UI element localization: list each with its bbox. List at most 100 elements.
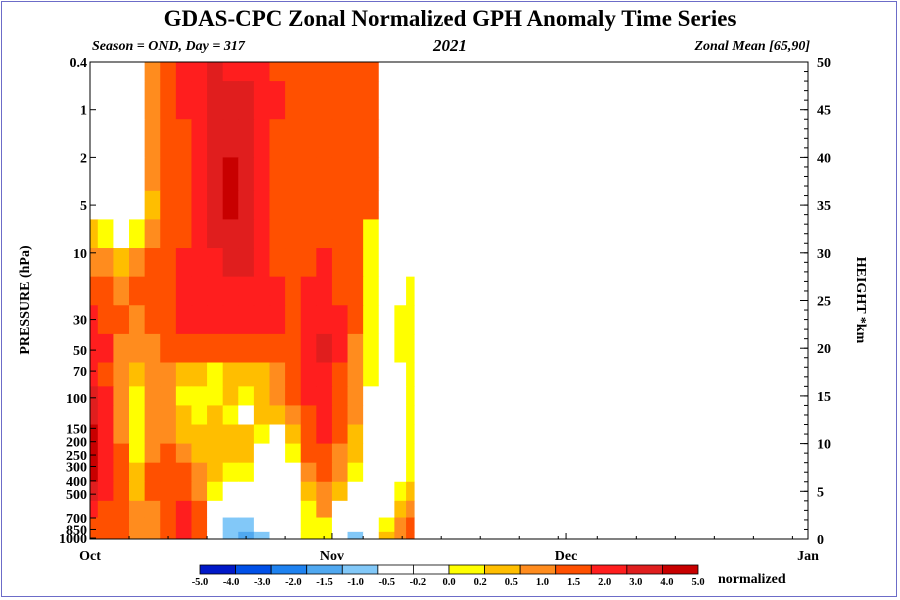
heatmap-cell: [285, 362, 302, 387]
heatmap-cell: [144, 462, 161, 483]
heatmap-cell: [207, 481, 224, 502]
heatmap-cell: [222, 531, 239, 539]
heatmap-cell: [144, 81, 161, 120]
heatmap-cell: [238, 248, 255, 278]
heatmap-cell: [222, 362, 239, 387]
heatmap-cell: [253, 481, 271, 502]
heatmap-cell: [285, 248, 302, 278]
heatmap-cell: [238, 219, 255, 249]
heatmap-cell: [300, 481, 317, 502]
heatmap-cell: [238, 405, 255, 426]
heatmap-cell: [363, 481, 380, 502]
heatmap-cell: [394, 219, 407, 249]
heatmap-cell: [406, 62, 415, 82]
heatmap-cell: [90, 157, 99, 192]
heatmap-cell: [269, 305, 286, 335]
heatmap-cell: [300, 500, 317, 519]
heatmap-cell: [347, 119, 364, 158]
heatmap-cell: [394, 362, 407, 387]
heatmap-cell: [97, 362, 115, 387]
colorbar-level-label: 3.0: [629, 577, 642, 588]
heatmap-cell: [269, 190, 286, 221]
pressure-tick-label: 30: [73, 314, 87, 329]
heatmap-cell: [90, 119, 99, 158]
heatmap-cell: [113, 443, 130, 464]
heatmap-cell: [347, 81, 364, 120]
heatmap-cell: [378, 157, 395, 192]
heatmap-cell: [316, 81, 333, 120]
heatmap-cell: [331, 276, 349, 306]
heatmap-cell: [144, 119, 161, 158]
pressure-tick-label: 250: [66, 449, 87, 464]
heatmap-cell: [347, 157, 364, 192]
heatmap-cell: [253, 517, 271, 533]
heatmap-cell: [97, 443, 115, 464]
heatmap-cell: [316, 362, 333, 387]
heatmap-cell: [207, 531, 224, 539]
subtitle-zonal-mean: Zonal Mean [65,90]: [694, 39, 811, 54]
heatmap-cell: [331, 500, 349, 519]
colorbar-level-label: -1.5: [316, 577, 333, 588]
heatmap-cell: [394, 248, 407, 278]
heatmap-cell: [238, 333, 255, 364]
colorbar-swatch: [235, 564, 272, 575]
heatmap-cell: [406, 248, 415, 278]
heatmap-cell: [222, 386, 239, 407]
heatmap-cell: [394, 481, 407, 502]
heatmap-cell: [253, 531, 271, 539]
heatmap-cell: [113, 119, 130, 158]
heatmap-cell: [316, 443, 333, 464]
heatmap-cell: [129, 81, 146, 120]
heatmap-cell: [316, 305, 333, 335]
heatmap-cell: [378, 405, 395, 426]
heatmap-cell: [285, 219, 302, 249]
height-tick-label: 30: [817, 247, 831, 262]
heatmap-cell: [113, 81, 130, 120]
colorbar-swatch: [306, 564, 343, 575]
colorbar-level-label: 4.0: [660, 577, 673, 588]
heatmap-cell: [394, 500, 407, 519]
heatmap-cell: [347, 276, 364, 306]
heatmap-cell: [300, 517, 317, 533]
pressure-tick-label: 50: [73, 344, 87, 359]
heatmap-cell: [253, 462, 271, 483]
heatmap-cell: [316, 119, 333, 158]
heatmap-cell: [90, 333, 99, 364]
colorbar-level-label: 1.0: [536, 577, 549, 588]
heatmap-cell: [207, 190, 224, 221]
heatmap-cell: [331, 333, 349, 364]
heatmap-cell: [269, 333, 286, 364]
heatmap-cell: [406, 531, 415, 539]
chart-title: GDAS-CPC Zonal Normalized GPH Anomaly Ti…: [163, 6, 737, 31]
heatmap-cell: [175, 462, 193, 483]
heatmap-cell: [90, 276, 99, 306]
heatmap-cell: [316, 462, 333, 483]
heatmap-cell: [331, 362, 349, 387]
heatmap-cell: [300, 386, 317, 407]
heatmap-cell: [363, 219, 380, 249]
heatmap-cell: [222, 248, 239, 278]
heatmap-cell: [129, 333, 146, 364]
heatmap-cell: [191, 517, 208, 533]
heatmap-cell: [285, 276, 302, 306]
heatmap-cell: [222, 443, 239, 464]
colorbar-level-label: 0.2: [474, 577, 487, 588]
pressure-tick-label: 700: [66, 512, 87, 527]
anomaly-field: [90, 62, 415, 539]
heatmap-cell: [269, 424, 286, 445]
colorbar-level-label: -3.0: [254, 577, 271, 588]
heatmap-cell: [406, 462, 415, 483]
heatmap-cell: [191, 190, 208, 221]
heatmap-cell: [175, 219, 193, 249]
heatmap-cell: [269, 248, 286, 278]
heatmap-cell: [253, 219, 271, 249]
heatmap-cell: [253, 276, 271, 306]
heatmap-cell: [160, 276, 177, 306]
heatmap-cell: [331, 443, 349, 464]
heatmap-cell: [207, 424, 224, 445]
heatmap-cell: [90, 405, 99, 426]
heatmap-cell: [97, 119, 115, 158]
pressure-tick-label: 100: [66, 392, 87, 407]
heatmap-cell: [406, 362, 415, 387]
heatmap-cell: [113, 424, 130, 445]
